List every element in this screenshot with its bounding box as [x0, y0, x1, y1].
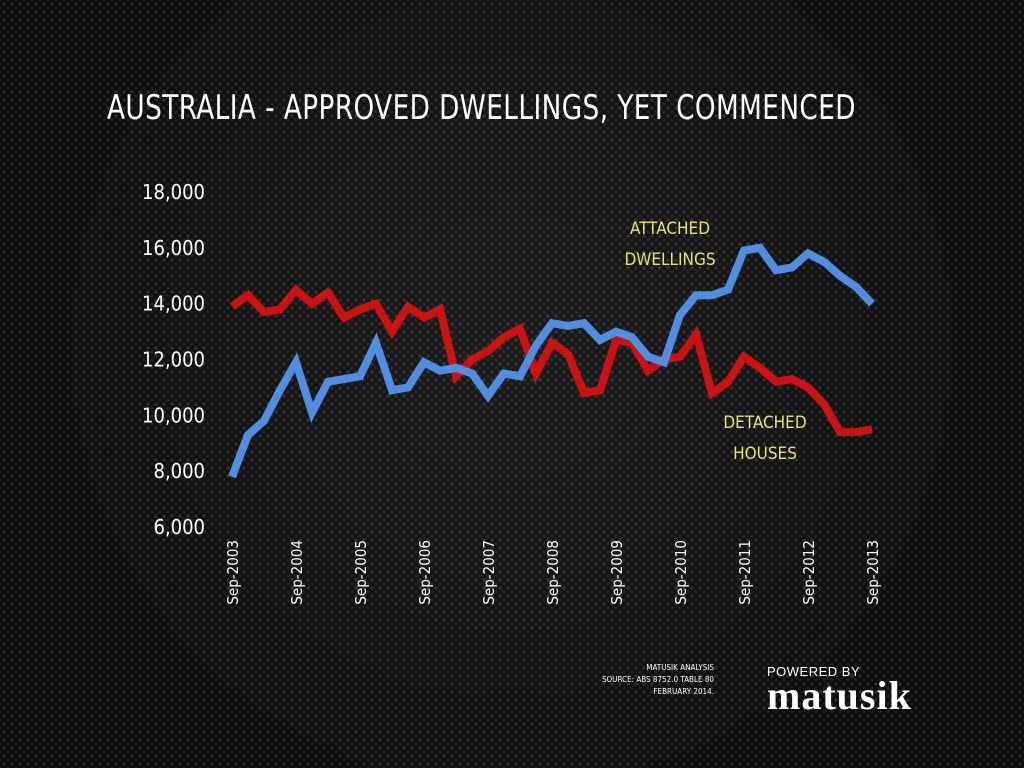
y-tick-label: 14,000	[142, 292, 205, 316]
x-tick-label: Sep-2005	[352, 540, 370, 605]
y-axis: 6,000 8,000 10,000 12,000 14,000 16,000 18,000	[142, 180, 205, 539]
source-line-2: SOURCE: ABS 8752.0 TABLE 80	[601, 675, 714, 684]
x-tick-label: Sep-2008	[544, 540, 562, 605]
y-tick-label: 6,000	[154, 515, 206, 539]
attached-dwellings-line	[228, 243, 875, 479]
source-line-1: MATUSIK ANALYSIS	[646, 663, 714, 672]
x-tick-label: Sep-2009	[608, 540, 626, 605]
brand-name: matusik	[767, 673, 912, 718]
x-axis: Sep-2003 Sep-2004 Sep-2005 Sep-2006 Sep-2007…	[224, 540, 882, 605]
x-tick-label: Sep-2006	[416, 540, 434, 605]
y-tick-label: 12,000	[142, 348, 205, 372]
brand-logo: POWERED BY matusik	[767, 664, 912, 718]
series-annotation-label: ATTACHED	[630, 219, 710, 239]
powered-by-label: POWERED BY	[767, 664, 861, 679]
x-tick-label: Sep-2013	[864, 540, 882, 605]
y-tick-label: 8,000	[154, 459, 206, 483]
x-tick-label: Sep-2011	[736, 540, 754, 605]
source-note: MATUSIK ANALYSIS SOURCE: ABS 8752.0 TABL…	[602, 662, 714, 698]
x-tick-label: Sep-2007	[480, 540, 498, 605]
x-tick-label: Sep-2003	[224, 540, 242, 605]
x-tick-label: Sep-2004	[288, 540, 306, 605]
detached-houses-line	[229, 283, 873, 437]
series-annotation-label: DETACHED	[723, 413, 806, 433]
y-tick-label: 10,000	[142, 403, 205, 427]
chart-title: AUSTRALIA - APPROVED DWELLINGS, YET COMM…	[107, 88, 856, 128]
series-lines	[228, 243, 875, 479]
x-tick-label: Sep-2012	[800, 540, 818, 605]
annotations: ATTACHED DWELLINGS DETACHED HOUSES	[624, 219, 806, 464]
source-line-3: FEBRUARY 2014.	[653, 687, 714, 696]
series-annotation-label: HOUSES	[733, 444, 797, 464]
series-annotation-label: DWELLINGS	[624, 250, 715, 270]
y-tick-label: 18,000	[142, 180, 205, 204]
y-tick-label: 16,000	[142, 236, 205, 260]
x-tick-label: Sep-2010	[672, 540, 690, 605]
